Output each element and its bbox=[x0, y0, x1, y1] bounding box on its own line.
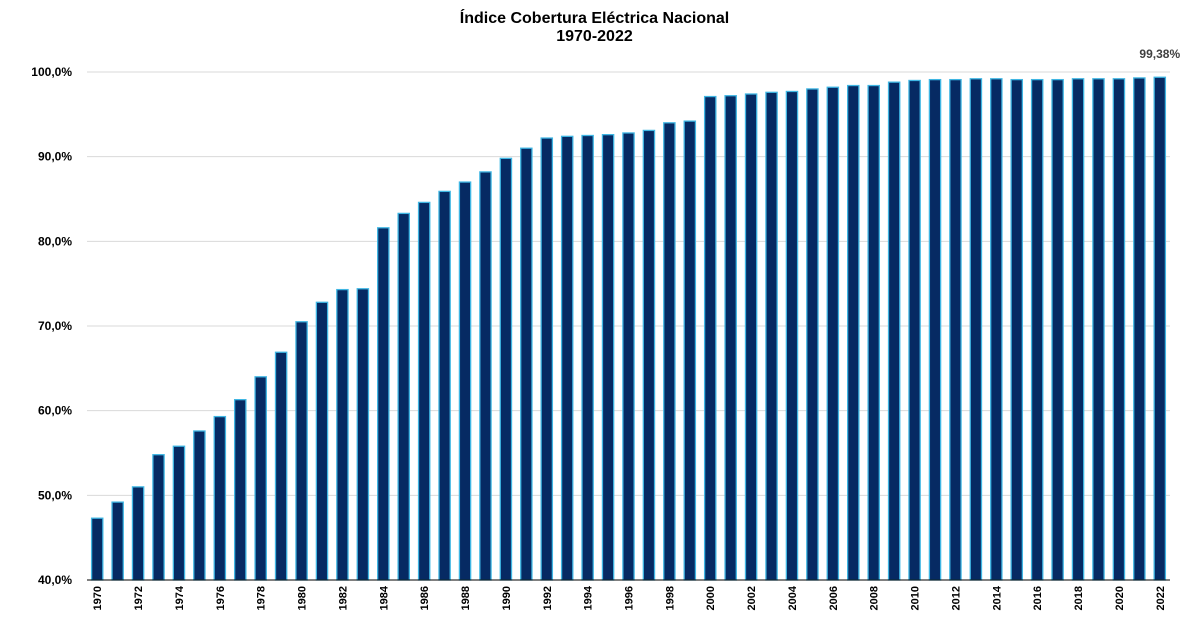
data-label: 99,38% bbox=[1139, 47, 1180, 61]
bar bbox=[499, 157, 513, 581]
bar bbox=[908, 79, 921, 581]
bar bbox=[193, 430, 206, 581]
bar bbox=[703, 95, 717, 581]
bar bbox=[806, 88, 819, 581]
bar bbox=[233, 399, 247, 581]
bar bbox=[1030, 78, 1044, 581]
x-tick-label: 2006 bbox=[828, 586, 840, 610]
x-tick-label: 2002 bbox=[746, 586, 758, 610]
bar bbox=[295, 321, 308, 581]
x-tick-label: 1984 bbox=[378, 585, 390, 610]
bar bbox=[152, 454, 165, 581]
bar bbox=[520, 147, 533, 581]
x-tick-label: 1980 bbox=[297, 586, 309, 610]
bar bbox=[744, 93, 758, 581]
x-tick-label: 1992 bbox=[542, 586, 554, 610]
x-tick-label: 2012 bbox=[950, 586, 962, 610]
x-tick-label: 1970 bbox=[92, 586, 104, 610]
x-tick-label: 1996 bbox=[624, 586, 636, 610]
bar bbox=[417, 201, 431, 581]
bar bbox=[1051, 78, 1064, 581]
bar bbox=[887, 81, 901, 581]
bar bbox=[377, 227, 390, 581]
bar bbox=[1112, 78, 1126, 581]
annotations: 99,38% bbox=[1139, 47, 1180, 61]
bar bbox=[172, 445, 186, 581]
bar bbox=[540, 137, 554, 581]
bar bbox=[254, 376, 267, 581]
bar bbox=[663, 122, 676, 581]
x-tick-label: 1998 bbox=[664, 586, 676, 610]
x-tick-label: 2016 bbox=[1032, 586, 1044, 610]
chart-subtitle: 1970-2022 bbox=[556, 28, 633, 45]
bar bbox=[1010, 78, 1024, 581]
bar bbox=[274, 351, 288, 581]
bar bbox=[1133, 77, 1146, 581]
bar bbox=[867, 84, 880, 581]
y-tick-label: 90,0% bbox=[38, 150, 72, 164]
x-tick-label: 2014 bbox=[991, 585, 1003, 610]
bar bbox=[479, 171, 492, 581]
x-tick-label: 2018 bbox=[1073, 586, 1085, 610]
chart-title: Índice Cobertura Eléctrica Nacional bbox=[459, 10, 730, 27]
bar bbox=[213, 415, 227, 581]
bar bbox=[826, 86, 840, 581]
x-tick-label: 1972 bbox=[133, 586, 145, 610]
x-tick-label: 1978 bbox=[256, 586, 268, 610]
x-tick-label: 1994 bbox=[583, 585, 595, 610]
bar bbox=[336, 288, 349, 581]
y-tick-label: 40,0% bbox=[38, 573, 72, 587]
x-tick-label: 1974 bbox=[174, 585, 186, 610]
bar bbox=[765, 91, 778, 581]
bar bbox=[928, 78, 942, 581]
bar bbox=[438, 190, 451, 581]
bar bbox=[990, 78, 1003, 581]
bar bbox=[581, 134, 594, 581]
x-tick-label: 1986 bbox=[419, 586, 431, 610]
bar bbox=[111, 501, 124, 581]
bar bbox=[847, 84, 860, 581]
x-tick-label: 2000 bbox=[705, 586, 717, 610]
y-axis-tick-labels: 40,0% 50,0% 60,0% 70,0% 80,0% 90,0% 100,0% bbox=[31, 65, 72, 587]
bar bbox=[601, 134, 615, 581]
bar bbox=[90, 517, 104, 581]
y-tick-label: 60,0% bbox=[38, 404, 72, 418]
x-tick-label: 2022 bbox=[1155, 586, 1167, 610]
bar bbox=[683, 120, 697, 581]
bar bbox=[1092, 78, 1105, 581]
bar bbox=[1071, 78, 1085, 581]
y-tick-label: 70,0% bbox=[38, 319, 72, 333]
x-tick-label: 2020 bbox=[1114, 586, 1126, 610]
x-tick-label: 2004 bbox=[787, 585, 799, 610]
x-tick-label: 2010 bbox=[910, 586, 922, 610]
y-tick-label: 50,0% bbox=[38, 488, 72, 502]
x-axis-tick-labels: 1970 1972 1974 1976 1978 1980 1982 1984 1986 1988… bbox=[92, 585, 1167, 610]
bar bbox=[949, 78, 962, 581]
bar bbox=[315, 301, 329, 581]
bars bbox=[90, 76, 1167, 581]
bar bbox=[397, 212, 410, 581]
bar bbox=[560, 135, 574, 581]
bar bbox=[785, 90, 799, 581]
bar bbox=[1153, 76, 1167, 581]
x-tick-label: 1976 bbox=[215, 586, 227, 610]
bar bbox=[356, 288, 370, 581]
bar bbox=[131, 486, 145, 581]
y-tick-label: 80,0% bbox=[38, 234, 72, 248]
x-tick-label: 1982 bbox=[337, 586, 349, 610]
x-tick-label: 2008 bbox=[869, 586, 881, 610]
y-tick-label: 100,0% bbox=[31, 65, 72, 79]
x-tick-label: 1988 bbox=[460, 586, 472, 610]
bar bbox=[622, 132, 635, 581]
bar bbox=[969, 78, 983, 581]
bar bbox=[724, 95, 737, 581]
bar bbox=[458, 181, 472, 581]
bar bbox=[642, 129, 656, 581]
x-tick-label: 1990 bbox=[501, 586, 513, 610]
